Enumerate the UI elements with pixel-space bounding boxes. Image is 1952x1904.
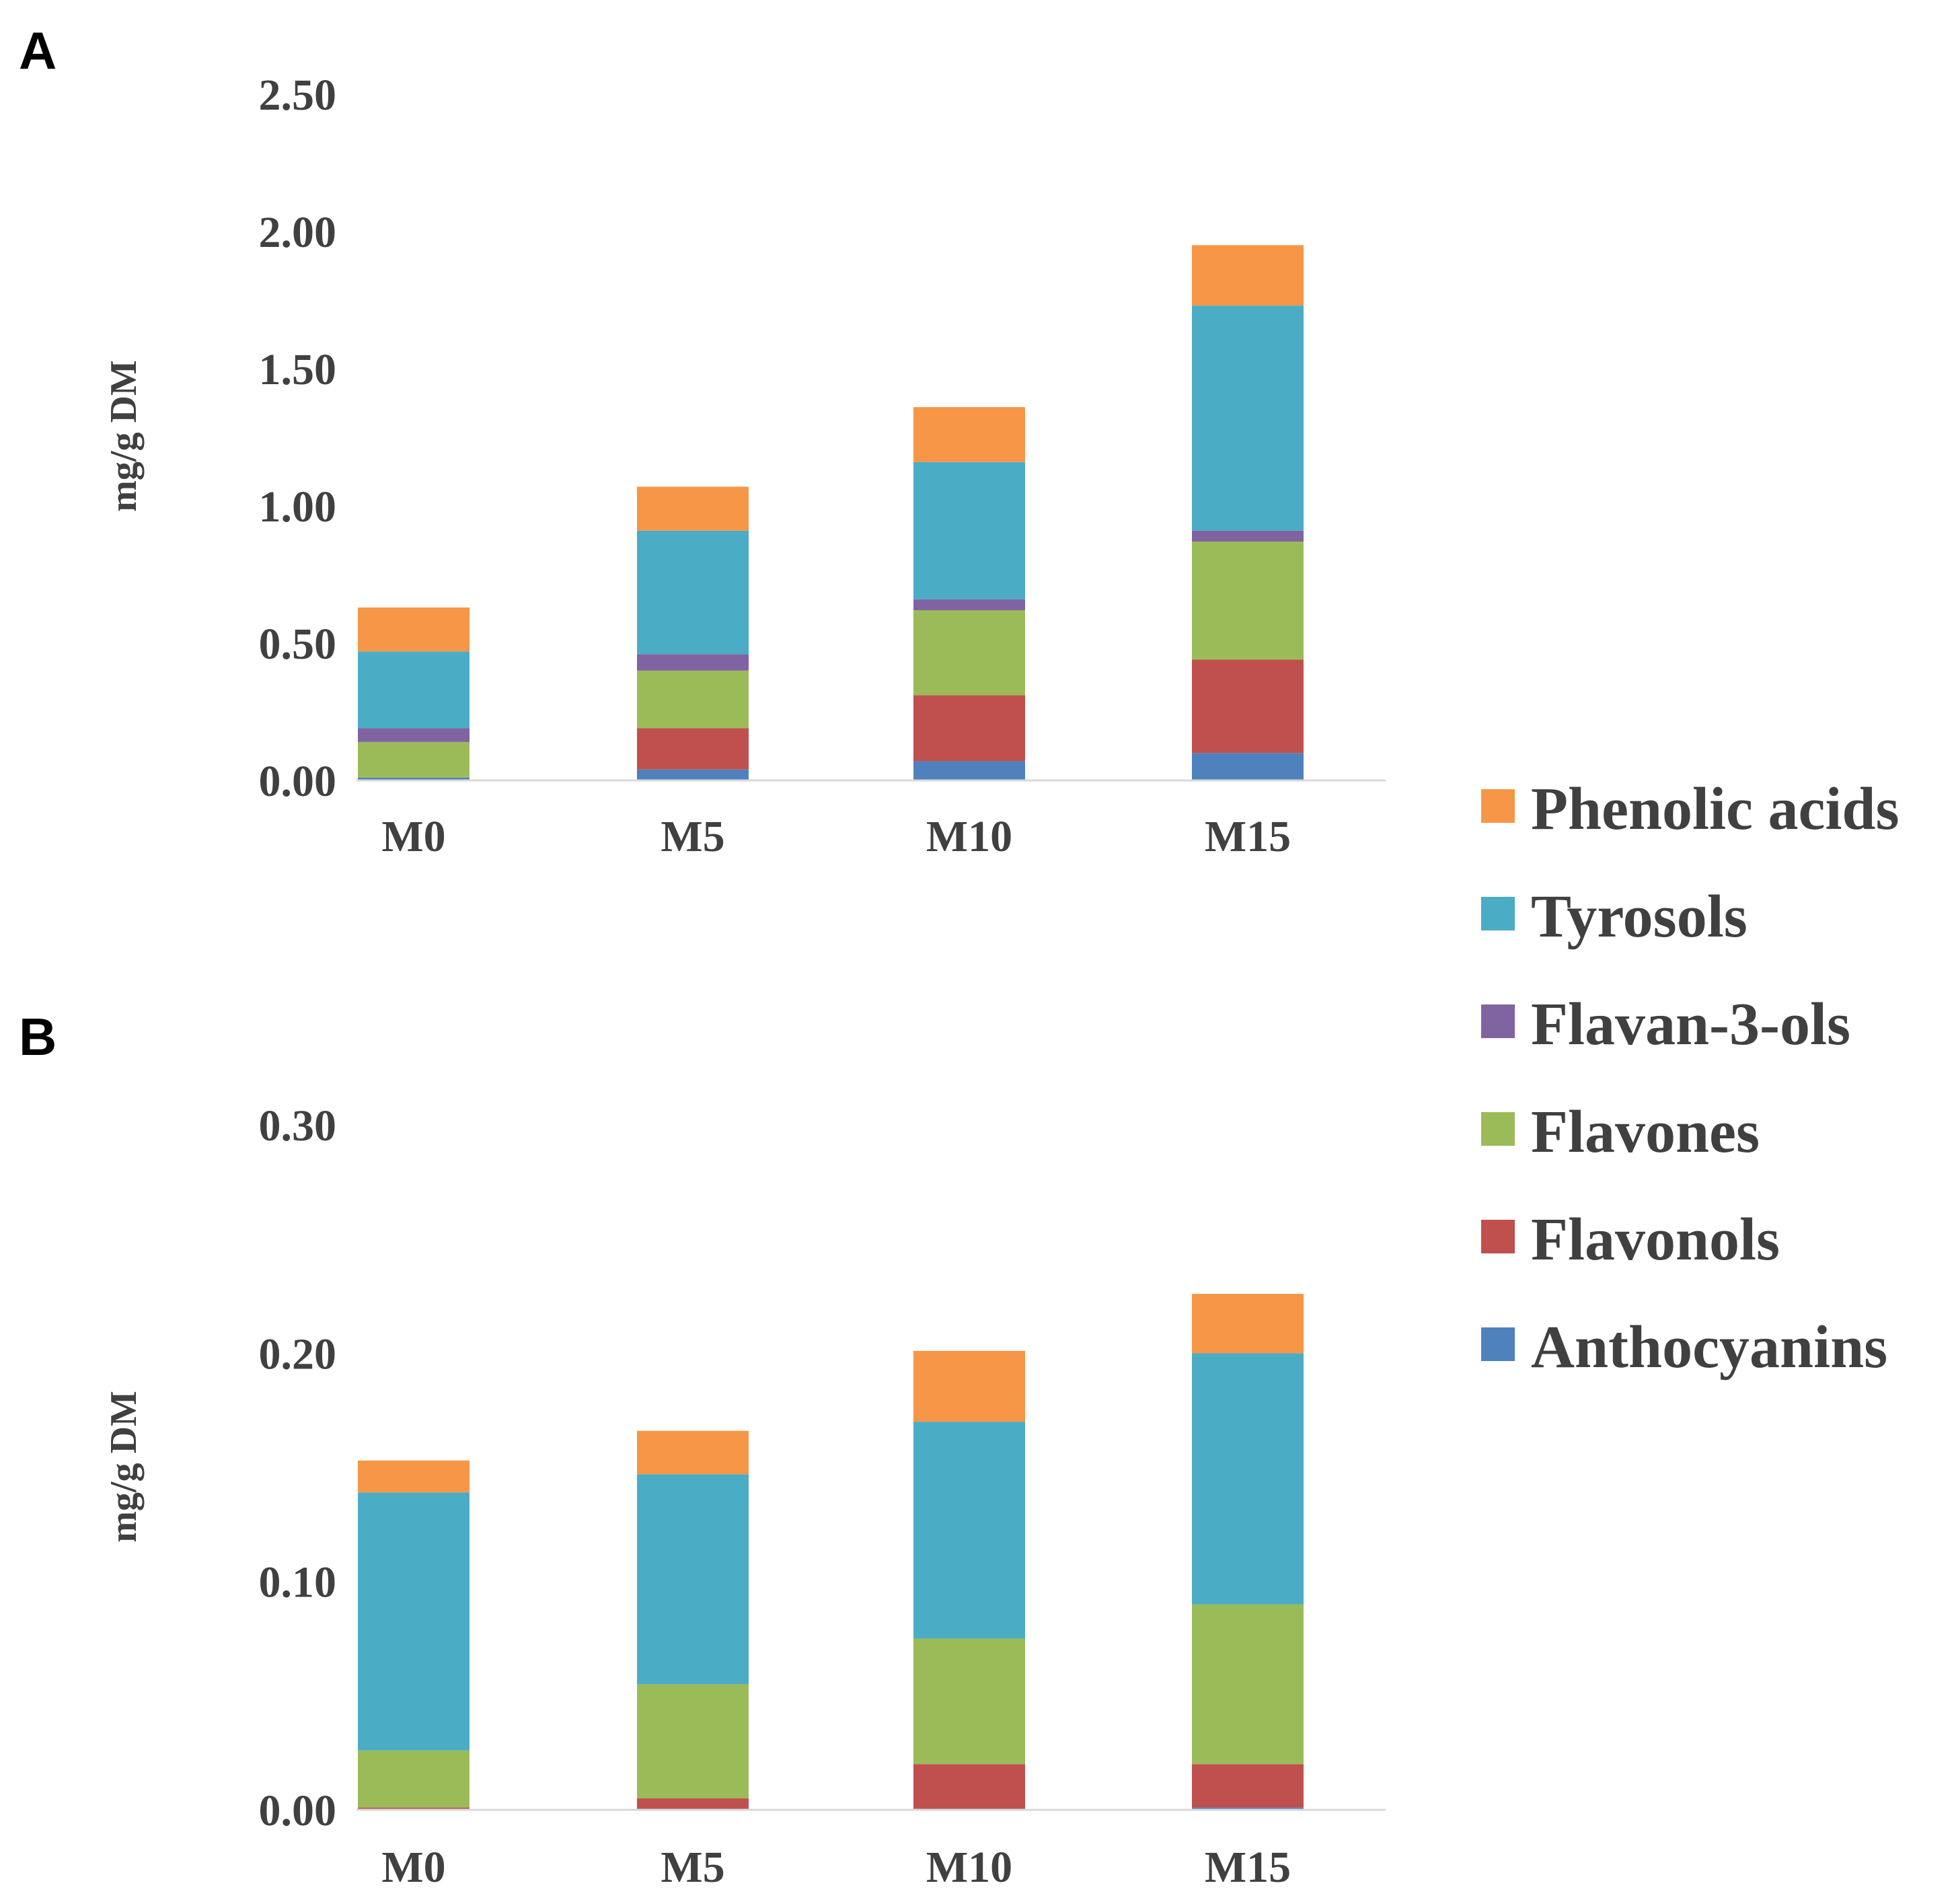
legend-label: Phenolic acids <box>1531 776 1900 842</box>
bar-segment-flavonols-m10 <box>913 1764 1025 1810</box>
bar-segment-flavonols-m5 <box>637 1798 749 1810</box>
bar-segment-tyrosols-m5 <box>637 1474 749 1685</box>
y-tick-label-a: 1.00 <box>259 482 337 532</box>
legend-swatch <box>1481 1327 1515 1361</box>
legend-swatch <box>1481 1220 1515 1253</box>
bar-segment-tyrosols-m5 <box>637 530 749 655</box>
panel-label-b: B <box>19 1007 57 1066</box>
legend-swatch <box>1481 897 1515 930</box>
y-axis-title-b: mg/g DM <box>103 1391 145 1543</box>
bar-segment-anthocyanins-m0 <box>358 777 470 780</box>
bar-segment-phenolic-acids-m10 <box>913 1350 1025 1422</box>
bar-segment-flavones-m15 <box>1192 542 1304 660</box>
y-tick-label-b: 0.20 <box>259 1329 337 1379</box>
bar-segment-tyrosols-m15 <box>1192 305 1304 531</box>
x-tick-label-b: M0 <box>381 1843 445 1892</box>
bar-segment-phenolic-acids-m15 <box>1192 1294 1304 1354</box>
bar-segment-flavones-m15 <box>1192 1604 1304 1765</box>
y-tick-label-a: 2.50 <box>259 71 337 120</box>
x-tick-label-a: M0 <box>381 812 445 861</box>
legend-label: Flavan-3-ols <box>1531 991 1850 1058</box>
bar-segment-flavan-3-ols-m10 <box>913 599 1025 611</box>
bar-segment-flavonols-m15 <box>1192 1764 1304 1808</box>
bar-segment-flavones-m10 <box>913 1638 1025 1765</box>
bar-segment-phenolic-acids-m5 <box>637 486 749 531</box>
bar-segment-flavonols-m10 <box>913 695 1025 762</box>
bar-segment-phenolic-acids-m0 <box>358 607 470 652</box>
legend-swatch <box>1481 789 1515 823</box>
bar-segment-flavan-3-ols-m15 <box>1192 530 1304 542</box>
x-tick-label-a: M15 <box>1205 812 1291 861</box>
bar-segment-anthocyanins-m15 <box>1192 1807 1304 1810</box>
bar-segment-flavones-m5 <box>637 1684 749 1799</box>
chart-panel-a: A mg/g DM 0.00 0.50 1.00 1.50 2.00 2.50 M0 M5 M1… <box>19 21 1386 861</box>
y-tick-label-a: 0.50 <box>259 620 337 669</box>
bar-segment-phenolic-acids-m0 <box>358 1460 470 1493</box>
bar-segment-flavones-m0 <box>358 1750 470 1808</box>
bar-segment-tyrosols-m10 <box>913 462 1025 599</box>
panel-label-a: A <box>19 21 57 80</box>
x-tick-label-b: M15 <box>1205 1843 1291 1892</box>
legend-swatch <box>1481 1004 1515 1038</box>
bar-segment-tyrosols-m15 <box>1192 1353 1304 1605</box>
legend-label: Flavones <box>1531 1099 1760 1165</box>
y-tick-label-b: 0.00 <box>259 1786 337 1835</box>
bar-segment-flavones-m0 <box>358 741 470 778</box>
bar-segment-tyrosols-m0 <box>358 651 470 729</box>
bar-segment-anthocyanins-m5 <box>637 769 749 780</box>
legend-swatch <box>1481 1112 1515 1146</box>
bar-segment-anthocyanins-m15 <box>1192 753 1304 780</box>
bar-segment-phenolic-acids-m5 <box>637 1430 749 1475</box>
bar-segment-flavones-m10 <box>913 610 1025 696</box>
bar-segment-flavones-m5 <box>637 670 749 729</box>
y-tick-label-b: 0.10 <box>259 1558 337 1607</box>
bar-segment-flavan-3-ols-m5 <box>637 654 749 671</box>
x-tick-label-a: M10 <box>926 812 1012 861</box>
bar-segment-tyrosols-m0 <box>358 1492 470 1751</box>
bar-segment-flavan-3-ols-m0 <box>358 728 470 742</box>
bar-segment-flavonols-m5 <box>637 728 749 770</box>
legend-label: Flavonols <box>1531 1206 1780 1273</box>
bar-segment-anthocyanins-m10 <box>913 761 1025 780</box>
legend-label: Anthocyanins <box>1531 1314 1887 1381</box>
y-axis-title-a: mg/g DM <box>103 360 145 512</box>
bar-segment-tyrosols-m10 <box>913 1422 1025 1639</box>
y-tick-label-a: 1.50 <box>259 345 337 394</box>
x-tick-label-a: M5 <box>661 812 724 861</box>
legend-label: Tyrosols <box>1531 883 1748 950</box>
bar-segment-phenolic-acids-m15 <box>1192 245 1304 306</box>
chart-panel-b: B mg/g DM 0.00 0.10 0.20 0.30 M0 M5 M10 M15 <box>19 1007 1386 1892</box>
legend: Phenolic acids Tyrosols Flavan-3-ols Flavon… <box>1481 776 1900 1381</box>
y-tick-label-b: 0.30 <box>259 1101 337 1150</box>
bar-segment-flavonols-m0 <box>358 1807 470 1810</box>
y-tick-label-a: 2.00 <box>259 208 337 257</box>
y-tick-label-a: 0.00 <box>259 757 337 806</box>
x-tick-label-b: M10 <box>926 1843 1012 1892</box>
x-tick-label-b: M5 <box>661 1843 724 1892</box>
bar-segment-phenolic-acids-m10 <box>913 407 1025 462</box>
bar-segment-flavonols-m15 <box>1192 659 1304 754</box>
